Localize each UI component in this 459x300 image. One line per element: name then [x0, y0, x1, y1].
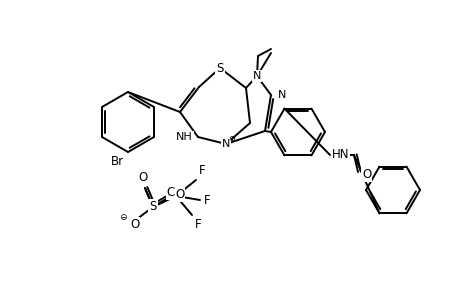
Text: F: F [195, 218, 201, 231]
Text: Br: Br [111, 155, 124, 168]
Text: N: N [277, 90, 286, 100]
Text: N: N [221, 139, 230, 149]
Text: O: O [138, 171, 147, 184]
Text: F: F [199, 164, 205, 177]
Text: C: C [167, 187, 175, 200]
Text: ⊖: ⊖ [119, 214, 127, 223]
Text: S: S [149, 200, 157, 214]
Text: N: N [252, 71, 261, 81]
Text: O: O [174, 188, 184, 202]
Text: O: O [130, 218, 140, 230]
Text: HN: HN [331, 148, 349, 160]
Text: ⊕: ⊕ [228, 134, 235, 142]
Text: O: O [361, 169, 370, 182]
Text: F: F [203, 194, 210, 206]
Text: S: S [216, 61, 223, 74]
Text: NH: NH [176, 132, 193, 142]
